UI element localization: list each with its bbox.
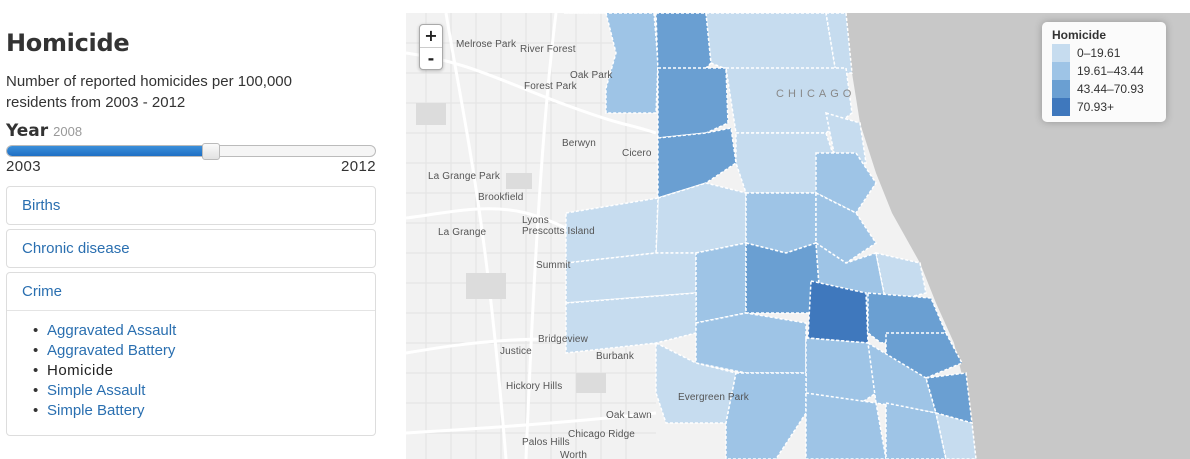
map-legend: Homicide 0–19.61 19.61–43.44 43.44–70.93 70… bbox=[1042, 22, 1166, 122]
indicator-homicide-active: Homicide bbox=[21, 361, 361, 381]
place-label: Melrose Park bbox=[456, 39, 517, 50]
community-areas bbox=[564, 13, 977, 459]
legend-row: 0–19.61 bbox=[1052, 44, 1156, 62]
slider-handle[interactable] bbox=[202, 143, 221, 160]
place-label: Berwyn bbox=[562, 138, 596, 149]
year-header: Year 2008 bbox=[6, 121, 376, 141]
category-panel-births: Births bbox=[6, 186, 376, 225]
legend-swatch bbox=[1052, 62, 1070, 80]
area-loop bbox=[815, 191, 878, 264]
year-range-max: 2012 bbox=[341, 158, 376, 175]
area-garfield-ridge bbox=[565, 292, 697, 354]
place-label: Brookfield bbox=[478, 192, 524, 203]
place-label: River Forest bbox=[520, 44, 576, 55]
area-hegewisch bbox=[935, 411, 977, 459]
area-cicero-edge bbox=[565, 197, 659, 264]
category-panel-chronic-disease: Chronic disease bbox=[6, 229, 376, 268]
zoom-control: + - bbox=[419, 24, 443, 70]
area-woodlawn bbox=[867, 292, 948, 344]
indicator-link-aggravated-assault[interactable]: Aggravated Assault bbox=[21, 321, 361, 341]
zoom-in-button[interactable]: + bbox=[424, 26, 438, 45]
place-label: Forest Park bbox=[524, 81, 577, 92]
legend-label: 70.93+ bbox=[1077, 100, 1115, 114]
category-panel-crime: Crime Aggravated Assault Aggravated Batt… bbox=[6, 272, 376, 436]
category-heading-crime[interactable]: Crime bbox=[22, 283, 62, 300]
area-montclare bbox=[655, 13, 712, 74]
lake-michigan bbox=[846, 13, 1190, 459]
area-austin-north bbox=[564, 13, 659, 114]
legend-label: 43.44–70.93 bbox=[1077, 82, 1144, 96]
city-label: CHICAGO bbox=[776, 88, 856, 100]
place-label: Worth bbox=[560, 450, 587, 459]
area-austin bbox=[657, 67, 729, 139]
area-roseland bbox=[805, 392, 887, 459]
highways bbox=[406, 13, 657, 459]
slider-fill bbox=[7, 146, 212, 156]
place-label: Prescotts Island bbox=[522, 226, 595, 237]
parks bbox=[416, 103, 606, 393]
legend-label: 0–19.61 bbox=[1077, 46, 1121, 60]
legend-swatch bbox=[1052, 80, 1070, 98]
category-accordion: Births Chronic disease Crime Aggravated … bbox=[6, 186, 376, 436]
place-label: Oak Lawn bbox=[606, 410, 652, 421]
area-edgewater bbox=[825, 13, 853, 74]
year-slider[interactable] bbox=[6, 143, 376, 160]
area-pullman bbox=[885, 402, 947, 459]
indicator-link-simple-battery[interactable]: Simple Battery bbox=[21, 401, 361, 421]
category-heading-chronic-disease[interactable]: Chronic disease bbox=[22, 240, 130, 257]
legend-label: 19.61–43.44 bbox=[1077, 64, 1144, 78]
place-label: Justice bbox=[500, 346, 532, 357]
legend-row: 70.93+ bbox=[1052, 98, 1156, 116]
year-value: 2008 bbox=[53, 124, 83, 139]
choropleth-map[interactable]: + - CHICAGO Melrose Park River Forest Oak … bbox=[406, 13, 1190, 459]
place-label: Bridgeview bbox=[538, 334, 588, 345]
area-near-north bbox=[815, 152, 877, 214]
place-label: Palos Hills bbox=[522, 437, 570, 448]
legend-row: 19.61–43.44 bbox=[1052, 62, 1156, 80]
crime-indicator-list: Aggravated Assault Aggravated Battery Ho… bbox=[7, 310, 375, 435]
place-label: Summit bbox=[536, 260, 571, 271]
indicator-description: Number of reported homicides per 100,000… bbox=[6, 73, 292, 111]
legend-row: 43.44–70.93 bbox=[1052, 80, 1156, 98]
area-chicago-lawn bbox=[695, 312, 807, 374]
place-label: La Grange Park bbox=[428, 171, 500, 182]
area-ashburn bbox=[725, 372, 807, 459]
place-label: Hickory Hills bbox=[506, 381, 563, 392]
place-label: Cicero bbox=[622, 148, 652, 159]
place-label: Evergreen Park bbox=[678, 392, 749, 403]
area-lincoln-park bbox=[825, 111, 867, 164]
year-label: Year bbox=[6, 121, 49, 141]
place-label: Chicago Ridge bbox=[568, 429, 635, 440]
area-douglas bbox=[875, 252, 927, 304]
legend-classes: 0–19.61 19.61–43.44 43.44–70.93 70.93+ bbox=[1052, 44, 1156, 116]
place-label: Burbank bbox=[596, 351, 634, 362]
legend-swatch bbox=[1052, 98, 1070, 116]
zoom-out-button[interactable]: - bbox=[420, 47, 442, 69]
sidebar: Homicide Number of reported homicides pe… bbox=[0, 0, 392, 459]
area-brighton-park bbox=[695, 242, 747, 324]
category-heading-births[interactable]: Births bbox=[22, 197, 61, 214]
place-label: Oak Park bbox=[570, 70, 613, 81]
area-near-west bbox=[745, 192, 817, 254]
year-range-min: 2003 bbox=[6, 158, 41, 175]
indicator-link-simple-assault[interactable]: Simple Assault bbox=[21, 381, 361, 401]
place-label: Lyons bbox=[522, 215, 549, 226]
legend-title: Homicide bbox=[1052, 28, 1107, 42]
area-north-west bbox=[705, 13, 837, 74]
place-label: La Grange bbox=[438, 227, 487, 238]
year-range-labels: 2003 2012 bbox=[6, 158, 376, 175]
legend-swatch bbox=[1052, 44, 1070, 62]
area-chatham bbox=[867, 341, 938, 414]
page-title: Homicide bbox=[6, 29, 130, 57]
indicator-link-aggravated-battery[interactable]: Aggravated Battery bbox=[21, 341, 361, 361]
